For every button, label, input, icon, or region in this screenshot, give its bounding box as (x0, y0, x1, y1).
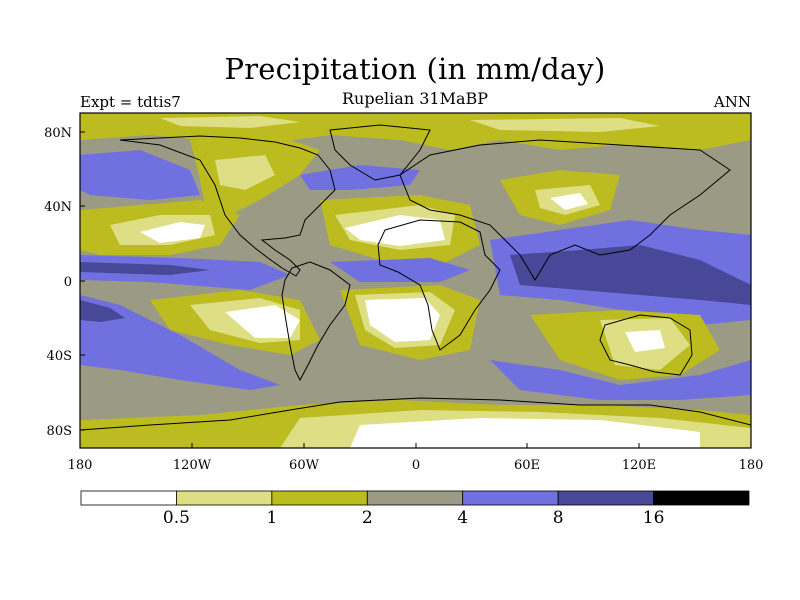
antarctic-driest (350, 418, 700, 448)
subtropic-npac-driest (140, 222, 205, 243)
lon-tick-label: 120W (173, 458, 212, 473)
lon-tick-label: 60E (514, 458, 540, 473)
north-america-drier (215, 155, 275, 190)
season-label: ANN (713, 93, 751, 111)
experiment-label: Expt = tdtis7 (80, 93, 181, 111)
north-pacific-wet (80, 150, 200, 200)
coastlines (80, 124, 751, 431)
south-america-coast (281, 261, 351, 382)
lon-tick-labels: 180 120W 60W 0 60E 120E 180 (68, 458, 764, 473)
colorbar-swatch (653, 490, 750, 506)
colorbar-swatch (271, 490, 368, 506)
itcz-pacific-heavy (80, 262, 210, 275)
lon-tick-label: 180 (739, 458, 764, 473)
antarctica-coast (80, 397, 751, 431)
africa-coast (377, 219, 501, 351)
australia-driest (625, 330, 665, 352)
lon-tick-label: 60W (289, 458, 320, 473)
arctic-light-patch-2 (470, 118, 660, 132)
lon-tick-label: 0 (412, 458, 420, 473)
colorbar-label: 1 (266, 508, 277, 528)
lat-tick-labels: 80N 40N 0 40S 80S (44, 126, 72, 439)
axis-ticks (79, 131, 752, 448)
lat-tick-label: 80N (44, 126, 72, 141)
colorbar-swatch (366, 490, 464, 506)
south-pacific-heavy (80, 300, 125, 322)
lat-tick-label: 80S (47, 424, 72, 439)
eurasia-coast (399, 139, 731, 281)
colorbar-label: 16 (643, 508, 665, 528)
lon-tick-label: 120E (622, 458, 656, 473)
lat-tick-label: 40N (44, 200, 72, 215)
southern-indian-track (490, 360, 751, 400)
map-title: Precipitation (in mm/day) (224, 52, 606, 86)
itcz-atlantic (330, 258, 470, 282)
map-subtitle: Rupelian 31MaBP (341, 89, 489, 108)
arctic-light-patch (160, 116, 300, 128)
colorbar: 0.5 1 2 4 8 16 (80, 490, 750, 528)
colorbar-swatch (176, 490, 273, 506)
colorbar-label: 8 (553, 508, 564, 528)
colorbar-swatch (80, 490, 177, 506)
sahara-driest (345, 215, 445, 246)
north-america-coast (119, 135, 336, 277)
southern-storm-track (80, 295, 280, 390)
indo-pacific-heavy (510, 245, 751, 305)
colorbar-label: 0.5 (163, 508, 190, 528)
asia-driest (550, 193, 588, 210)
australia-coast (599, 314, 693, 376)
colorbar-swatch (462, 490, 559, 506)
lat-tick-label: 40S (47, 349, 72, 364)
lon-tick-label: 180 (68, 458, 93, 473)
colorbar-swatch (557, 490, 654, 506)
lat-tick-label: 0 (64, 275, 72, 290)
colorbar-label: 2 (362, 508, 373, 528)
spac-driest (225, 305, 300, 338)
satl-driest (365, 298, 440, 342)
colorbar-label: 4 (457, 508, 468, 528)
precipitation-field (80, 113, 751, 448)
